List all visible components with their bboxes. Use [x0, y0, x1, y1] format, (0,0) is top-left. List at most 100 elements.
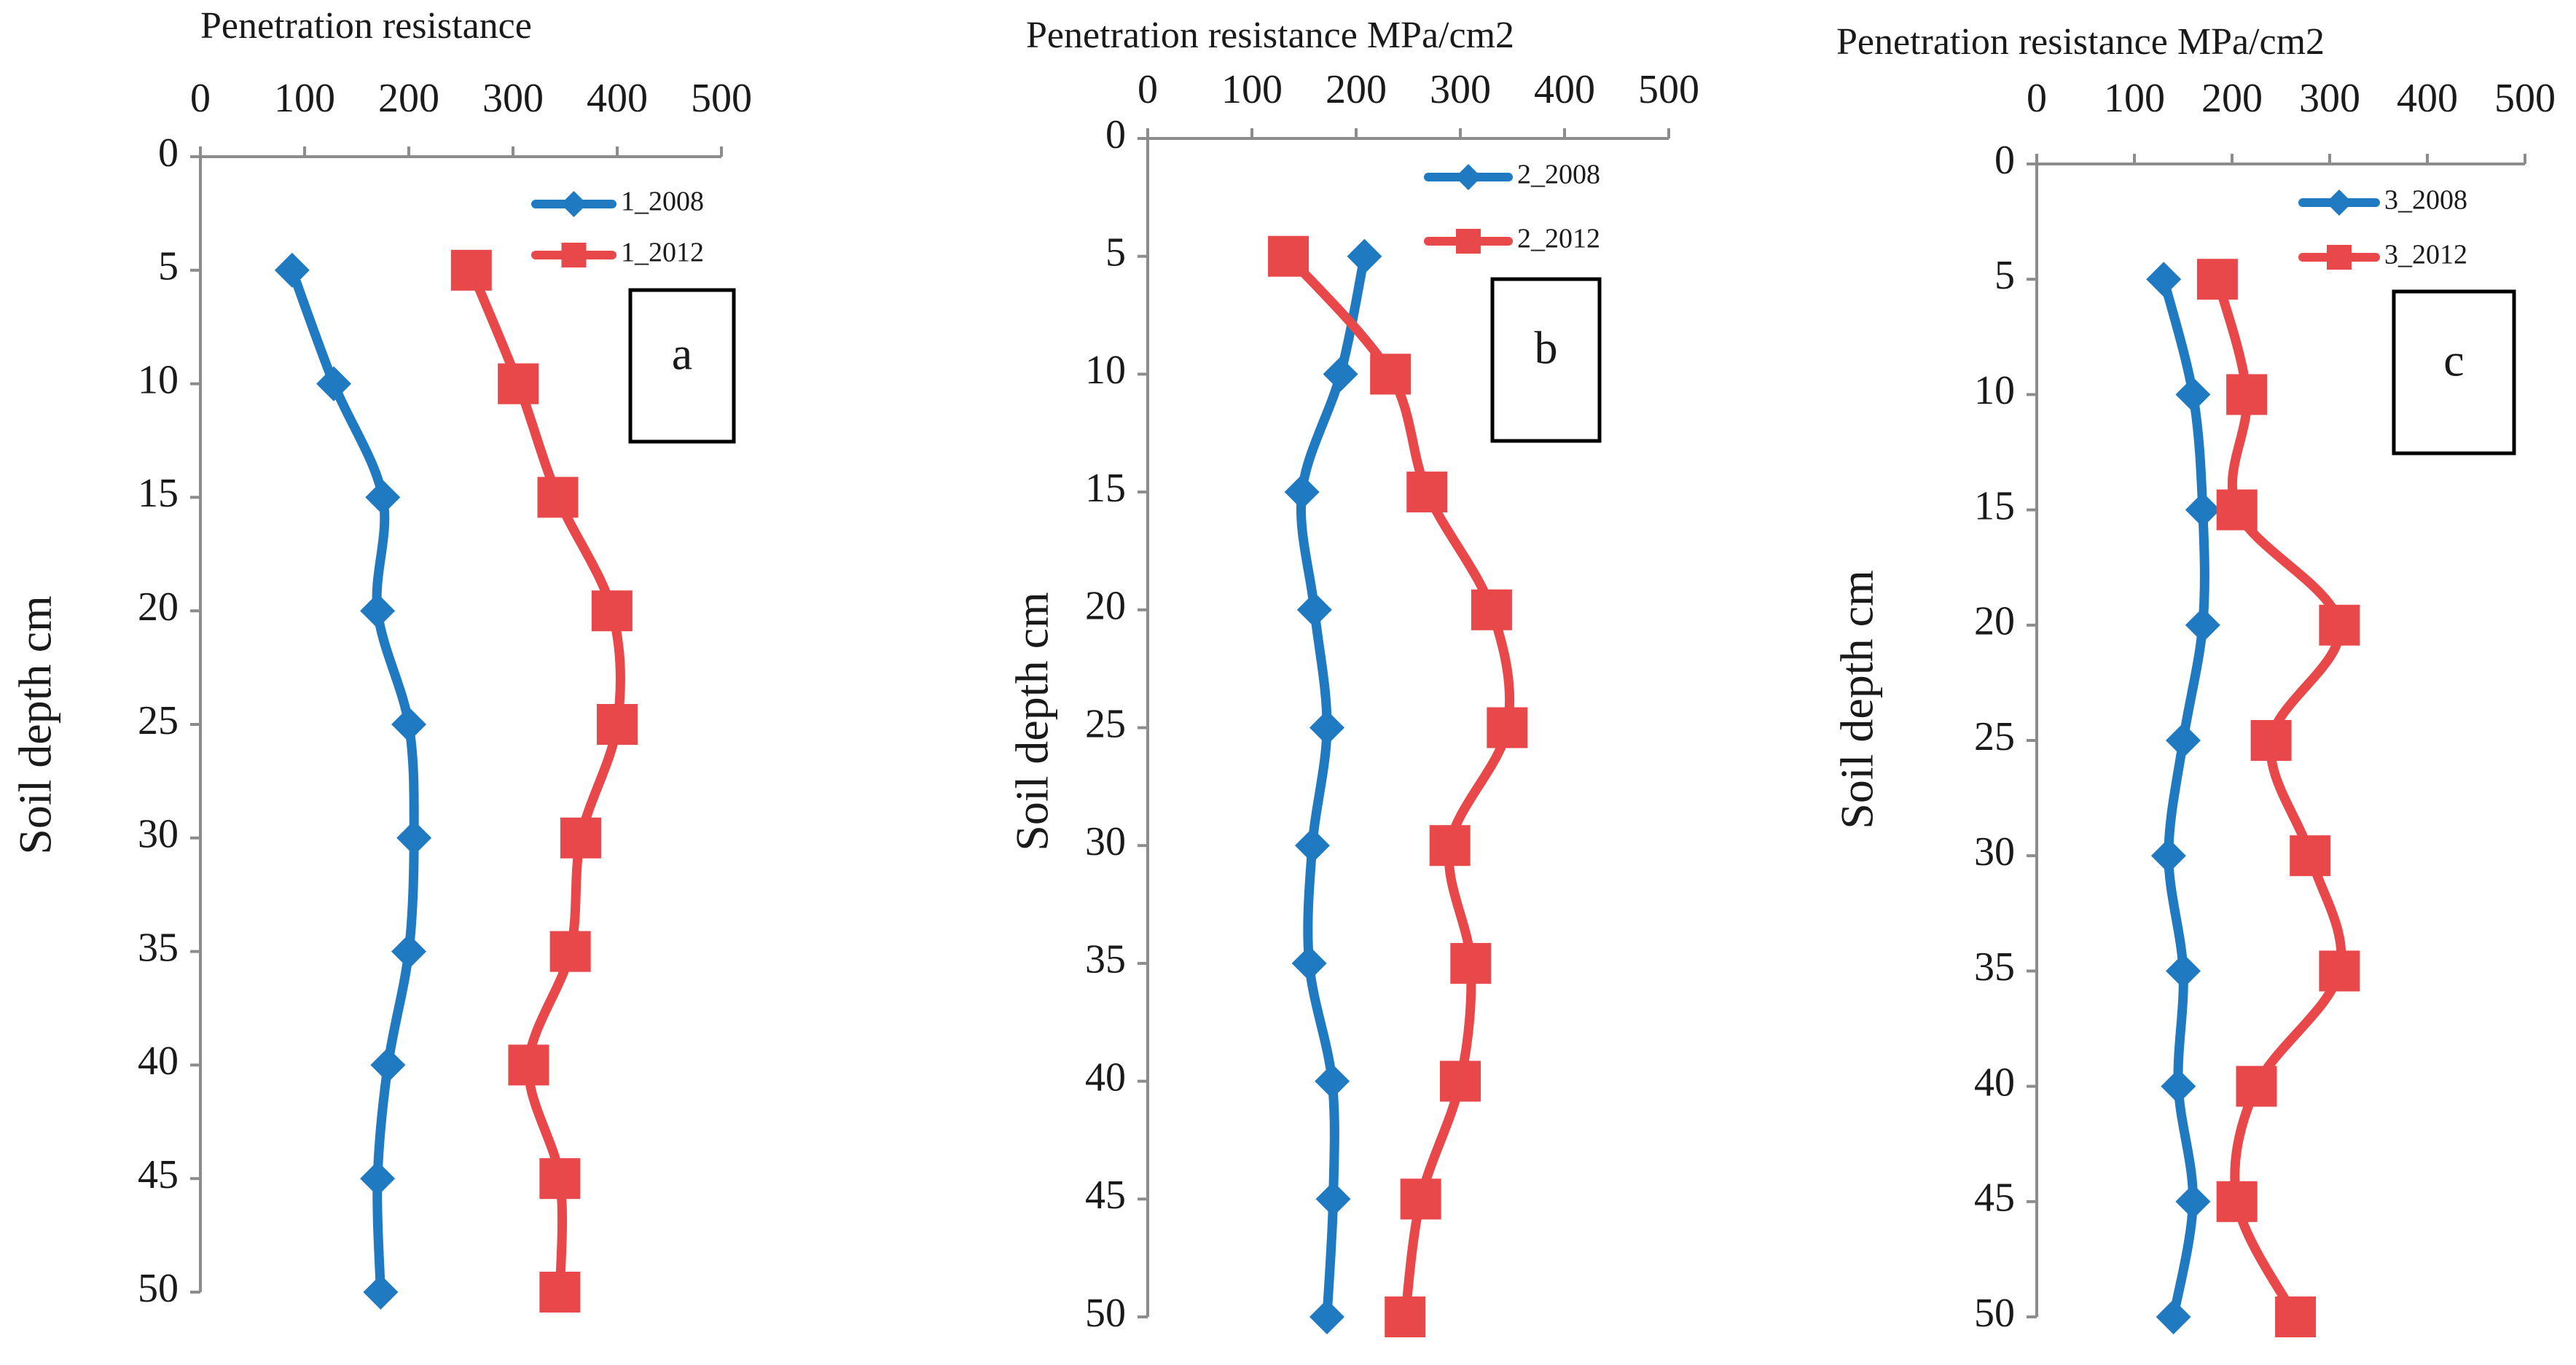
- y-tick-label: 35: [138, 925, 179, 970]
- panel-letter-box: [628, 288, 736, 444]
- y-tick-label: 35: [1085, 937, 1126, 982]
- x-tick-label: 300: [1430, 67, 1491, 112]
- data-point-1_2012: [450, 249, 492, 291]
- y-tick-label: 25: [138, 698, 179, 743]
- y-tick-label: 0: [1994, 138, 2015, 183]
- x-axis-title: Penetration resistance: [200, 5, 532, 47]
- x-tick-label: 400: [587, 76, 648, 121]
- y-tick-label: 10: [138, 357, 179, 402]
- series-line-1_2008: [287, 265, 419, 1297]
- y-tick-label: 15: [138, 471, 179, 516]
- y-tick-label: 50: [138, 1266, 179, 1311]
- y-tick-label: 45: [1974, 1176, 2015, 1221]
- x-tick-label: 400: [2397, 76, 2458, 121]
- data-point-1_2008: [370, 1047, 406, 1083]
- data-point-2_2008: [1291, 945, 1327, 981]
- x-tick-label: 500: [1638, 67, 1699, 112]
- data-point-2_2008: [1347, 238, 1382, 274]
- data-point-3_2012: [2275, 1296, 2317, 1337]
- x-tick-label: 200: [1326, 67, 1387, 112]
- data-point-2_2012: [1268, 235, 1309, 277]
- data-point-3_2012: [2226, 374, 2268, 415]
- panel-a: Penetration resistance 0 100 200 300 400 500 0 5…: [9, 5, 752, 1313]
- data-point-1_2008: [363, 1275, 399, 1310]
- data-point-1_2008: [360, 1161, 396, 1197]
- y-tick-label: 0: [1105, 112, 1126, 157]
- data-point-3_2008: [2161, 1068, 2196, 1104]
- data-point-2_2008: [1284, 474, 1320, 510]
- data-point-2_2012: [1471, 589, 1512, 630]
- y-tick-label: 20: [138, 584, 179, 630]
- legend-marker-1_2012: [561, 243, 587, 267]
- y-tick-label: 15: [1974, 483, 2015, 528]
- data-point-2_2008: [1315, 1181, 1351, 1217]
- y-tick-label: 5: [1105, 230, 1126, 275]
- y-tick-label: 25: [1974, 714, 2015, 759]
- data-point-2_2012: [1429, 825, 1471, 867]
- data-point-2_2012: [1400, 1178, 1441, 1220]
- data-point-2_2008: [1309, 1299, 1344, 1334]
- data-point-1_2008: [316, 366, 352, 402]
- x-axis-title: Penetration resistance MPa/cm2: [1026, 15, 1514, 56]
- x-tick-label: 200: [2201, 76, 2263, 121]
- panel-letter-box: [1490, 277, 1602, 443]
- legend-label-2_2012: 2_2012: [1517, 224, 1600, 254]
- y-tick-label: 40: [138, 1039, 179, 1084]
- data-point-3_2008: [2150, 838, 2186, 874]
- y-tick-label: 30: [1974, 829, 2015, 875]
- y-tick-label: 40: [1085, 1055, 1126, 1100]
- series-line-3_2008: [2158, 274, 2209, 1322]
- x-tick-label: 300: [482, 76, 544, 121]
- data-point-1_2012: [597, 704, 638, 745]
- legend-label-3_2008: 3_2008: [2384, 185, 2467, 216]
- y-tick-label: 5: [158, 244, 179, 289]
- x-tick-label: 400: [1534, 67, 1595, 112]
- y-axis-title: Soil depth cm: [9, 595, 61, 855]
- panel-letter: a: [672, 328, 692, 380]
- data-point-1_2008: [274, 252, 310, 288]
- data-point-2_2012: [1406, 472, 1448, 513]
- data-point-3_2012: [2319, 950, 2360, 992]
- panel-letter: c: [2443, 335, 2464, 386]
- data-point-3_2012: [2250, 720, 2292, 761]
- legend-marker-3_2008: [2326, 189, 2352, 216]
- y-tick-label: 20: [1974, 599, 2015, 644]
- panel-letter: b: [1535, 322, 1558, 374]
- data-point-2_2008: [1294, 828, 1330, 864]
- data-point-2_2012: [1370, 353, 1412, 395]
- y-tick-label: 30: [138, 812, 179, 857]
- legend-marker-2_2008: [1455, 164, 1481, 190]
- data-point-1_2012: [549, 931, 591, 972]
- x-tick-label: 0: [1138, 67, 1158, 112]
- data-point-2_2012: [1385, 1296, 1426, 1337]
- y-tick-label: 10: [1085, 348, 1126, 393]
- data-point-1_2012: [537, 477, 579, 518]
- y-axis-title: Soil depth cm: [1006, 592, 1058, 851]
- data-point-2_2008: [1323, 356, 1358, 392]
- data-point-3_2008: [2175, 1184, 2211, 1219]
- y-tick-label: 0: [158, 130, 179, 176]
- x-tick-label: 100: [274, 76, 335, 121]
- y-tick-label: 15: [1085, 466, 1126, 511]
- data-point-1_2012: [539, 1158, 581, 1200]
- data-point-3_2008: [2166, 953, 2201, 989]
- y-tick-label: 5: [1994, 253, 2015, 298]
- data-point-3_2008: [2175, 377, 2211, 412]
- data-point-1_2008: [391, 707, 426, 742]
- x-tick-label: 500: [691, 76, 752, 121]
- data-point-1_2012: [508, 1044, 549, 1086]
- data-point-3_2012: [2196, 259, 2238, 300]
- data-point-1_2008: [360, 593, 396, 629]
- legend-label-2_2008: 2_2008: [1517, 160, 1600, 190]
- x-tick-label: 0: [2027, 76, 2047, 121]
- legend-label-3_2012: 3_2012: [2384, 240, 2467, 270]
- legend-marker-2_2012: [1456, 229, 1481, 254]
- y-tick-label: 45: [1085, 1173, 1126, 1218]
- data-point-2_2008: [1315, 1063, 1350, 1099]
- data-point-1_2012: [560, 817, 601, 858]
- x-tick-label: 0: [190, 76, 211, 121]
- data-point-2_2008: [1296, 592, 1332, 627]
- legend-marker-1_2008: [560, 191, 587, 217]
